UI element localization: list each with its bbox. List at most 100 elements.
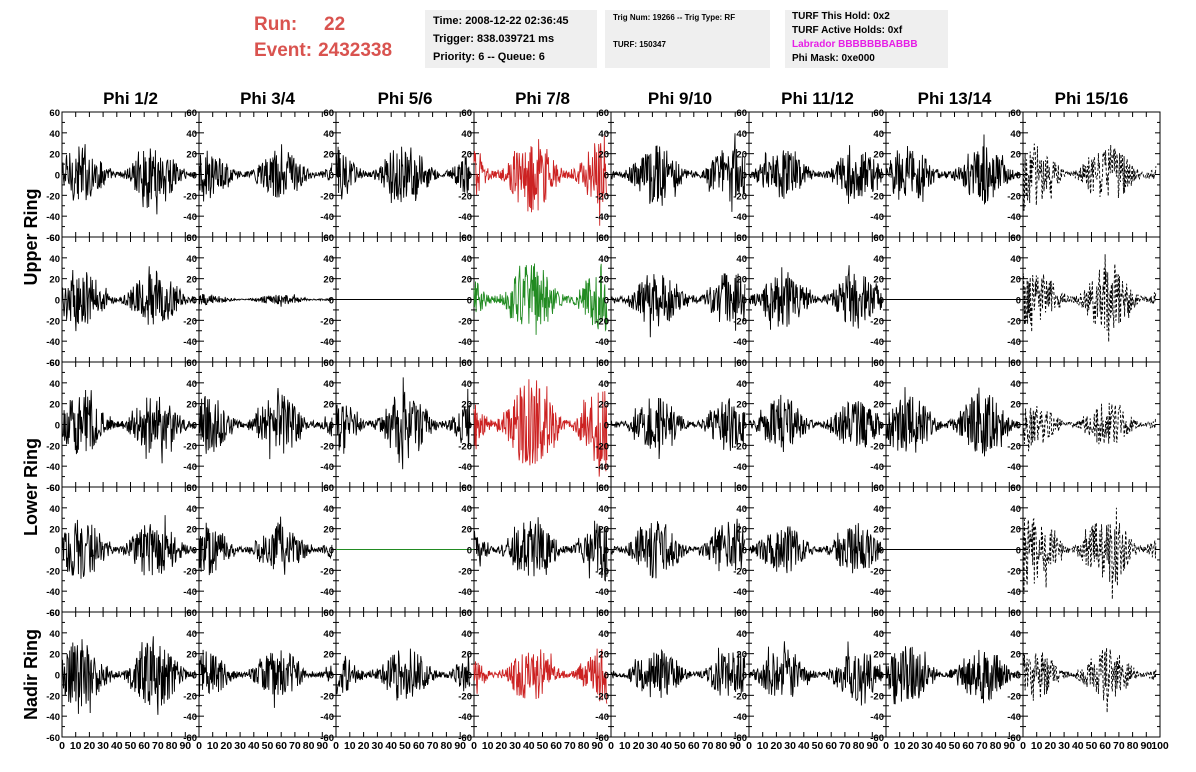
y-tick-label: 20: [461, 525, 472, 536]
x-tick-label: 70: [564, 740, 576, 752]
y-tick-label: 40: [323, 379, 334, 390]
waveform-trace: [61, 636, 196, 715]
time-line: Time: 2008-12-22 02:36:45: [433, 15, 569, 27]
y-tick-label: 0: [55, 171, 60, 182]
waveform-trace: [1022, 507, 1157, 600]
y-tick-label: -40: [595, 462, 609, 473]
x-tick-label: 70: [1113, 740, 1125, 752]
x-tick-label: 50: [674, 740, 686, 752]
y-tick-label: -20: [320, 566, 334, 577]
x-tick-label: 80: [441, 740, 453, 752]
y-tick-label: -40: [320, 712, 334, 723]
y-tick-label: 60: [461, 608, 472, 619]
x-tick-label: 90: [454, 740, 466, 752]
y-tick-label: 40: [461, 629, 472, 640]
y-tick-label: -40: [320, 462, 334, 473]
y-tick-label: -20: [183, 441, 197, 452]
y-tick-label: -40: [1007, 587, 1021, 598]
y-tick-label: -60: [458, 733, 472, 744]
x-tick-label: 90: [1140, 740, 1152, 752]
y-tick-label: -60: [46, 358, 60, 369]
y-tick-label: 60: [186, 608, 197, 619]
column-header: Phi 11/12: [781, 89, 854, 108]
x-tick-label: 80: [1127, 740, 1139, 752]
y-tick-label: 0: [192, 421, 197, 432]
y-tick-label: -20: [595, 566, 609, 577]
y-tick-label: 0: [604, 421, 609, 432]
y-tick-label: -40: [320, 212, 334, 223]
x-tick-label: 90: [866, 740, 878, 752]
y-tick-label: -40: [46, 587, 60, 598]
x-tick-label: 0: [608, 740, 614, 752]
y-tick-label: 60: [736, 483, 747, 494]
x-tick-label: 80: [166, 740, 178, 752]
x-tick-label: 20: [908, 740, 920, 752]
y-tick-label: 40: [186, 254, 197, 265]
x-tick-label: 50: [262, 740, 274, 752]
y-tick-label: 40: [323, 504, 334, 515]
y-tick-label: 0: [467, 671, 472, 682]
y-tick-label: 0: [1016, 421, 1021, 432]
y-tick-label: 20: [323, 650, 334, 661]
x-tick-label: 60: [962, 740, 974, 752]
y-tick-label: -40: [733, 587, 747, 598]
y-tick-label: -20: [458, 316, 472, 327]
y-tick-label: -60: [46, 233, 60, 244]
y-tick-label: 60: [186, 358, 197, 369]
y-tick-label: 40: [736, 129, 747, 140]
y-tick-label: -20: [733, 691, 747, 702]
y-tick-label: -40: [458, 337, 472, 348]
x-tick-label: 50: [949, 740, 961, 752]
y-tick-label: 20: [1010, 150, 1021, 161]
y-tick-label: -60: [733, 733, 747, 744]
x-tick-label: 90: [1003, 740, 1015, 752]
trigger-line: Trigger: 838.039721 ms: [433, 33, 555, 45]
y-tick-label: 60: [49, 108, 60, 119]
y-tick-label: -60: [320, 733, 334, 744]
y-tick-label: -20: [1007, 691, 1021, 702]
x-tick-label: 70: [976, 740, 988, 752]
y-tick-label: -60: [595, 733, 609, 744]
waveform-trace: [748, 394, 883, 453]
y-tick-label: 20: [1010, 275, 1021, 286]
waveform-trace: [748, 641, 883, 706]
y-tick-label: 0: [879, 671, 884, 682]
waveform-trace: [473, 135, 608, 226]
y-tick-label: 0: [192, 171, 197, 182]
x-tick-label: 90: [179, 740, 191, 752]
y-tick-label: 60: [186, 233, 197, 244]
y-tick-label: 60: [1010, 233, 1021, 244]
x-tick-label: 80: [578, 740, 590, 752]
x-tick-label: 10: [619, 740, 631, 752]
y-tick-label: -40: [46, 712, 60, 723]
waveform-trace: [610, 647, 746, 698]
y-tick-label: -20: [1007, 191, 1021, 202]
y-tick-label: 20: [598, 150, 609, 161]
x-tick-label: 0: [1020, 740, 1026, 752]
y-tick-label: 20: [49, 275, 60, 286]
x-tick-label: 60: [275, 740, 287, 752]
y-tick-label: -20: [870, 316, 884, 327]
y-tick-label: 60: [873, 483, 884, 494]
y-tick-label: -40: [870, 712, 884, 723]
x-tick-label: 10: [482, 740, 494, 752]
y-tick-label: 20: [49, 525, 60, 536]
y-tick-label: 0: [604, 171, 609, 182]
x-tick-label: 80: [990, 740, 1002, 752]
y-tick-label: 0: [1016, 296, 1021, 307]
x-tick-label: 0: [471, 740, 477, 752]
turf-this-hold: TURF This Hold: 0x2: [792, 11, 890, 22]
y-tick-label: 20: [186, 650, 197, 661]
y-tick-label: 0: [879, 546, 884, 557]
y-tick-label: 60: [736, 233, 747, 244]
waveform-trace: [1022, 143, 1157, 211]
x-tick-label: 60: [550, 740, 562, 752]
y-tick-label: 60: [598, 108, 609, 119]
